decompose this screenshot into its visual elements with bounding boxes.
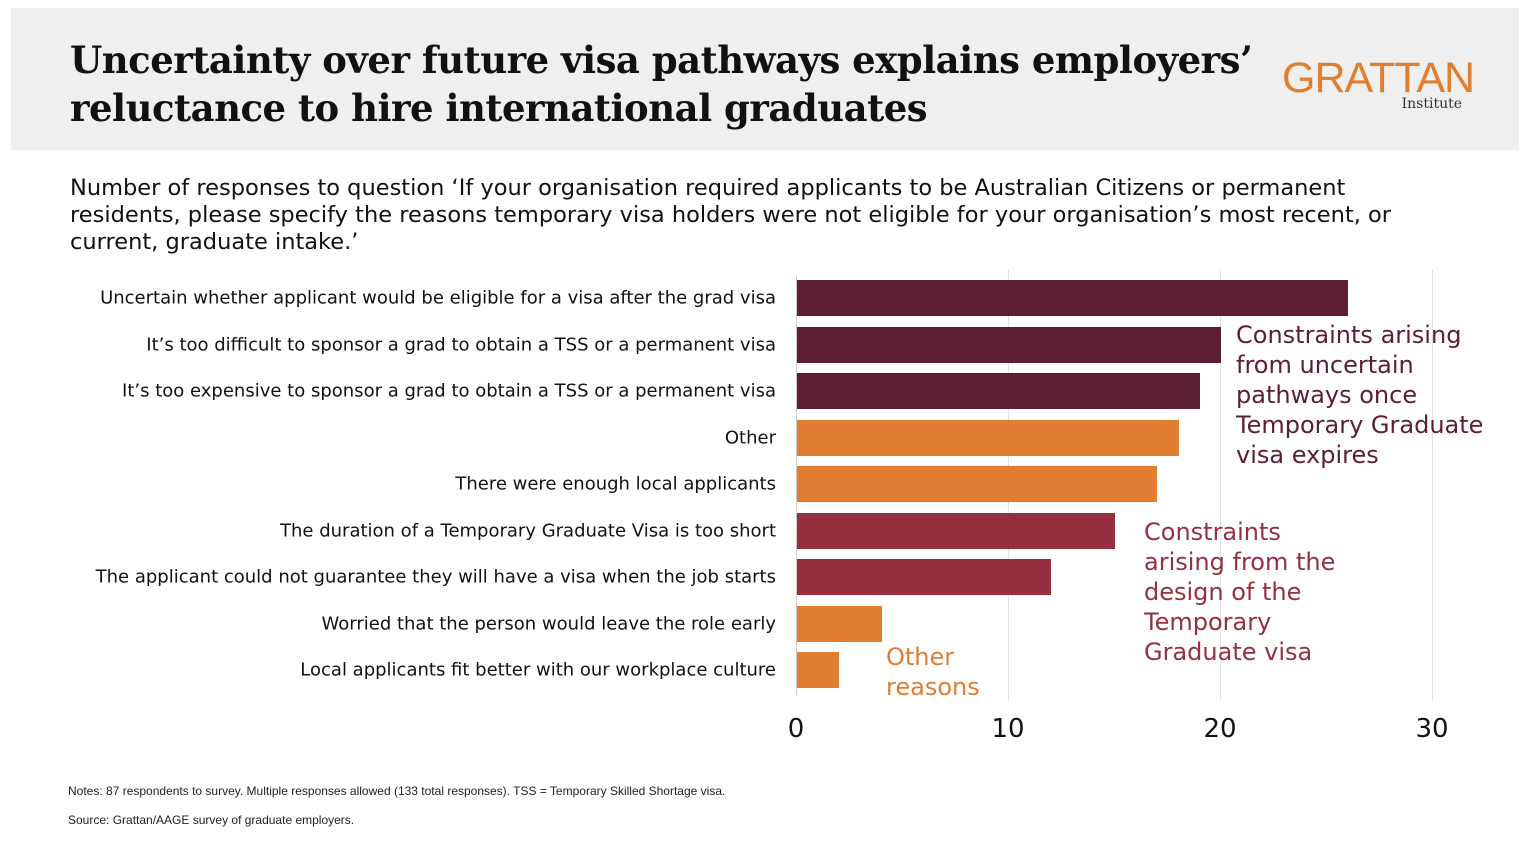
category-label: It’s too expensive to sponsor a grad to … bbox=[122, 380, 776, 402]
gridline bbox=[1432, 270, 1433, 700]
x-tick-label: 20 bbox=[1203, 714, 1237, 744]
annotation-design: Constraints arising from the design of t… bbox=[1144, 518, 1336, 666]
bar bbox=[797, 326, 1221, 363]
category-label: It’s too difficult to sponsor a grad to … bbox=[146, 334, 776, 355]
grattan-logo: GRATTAN Institute bbox=[1282, 54, 1475, 112]
gridline bbox=[1220, 270, 1221, 700]
header-band bbox=[11, 8, 1519, 150]
bar bbox=[797, 280, 1349, 316]
notes: Notes: 87 respondents to survey. Multipl… bbox=[68, 784, 726, 798]
bar bbox=[797, 512, 1115, 549]
logo-sub: Institute bbox=[1401, 96, 1462, 112]
category-label: Worried that the person would leave the … bbox=[321, 613, 777, 634]
bar bbox=[797, 419, 1179, 456]
x-tick-label: 10 bbox=[991, 714, 1025, 744]
x-tick-label: 0 bbox=[787, 714, 805, 744]
annotation-other: Other reasons bbox=[886, 643, 980, 701]
source: Source: Grattan/AAGE survey of graduate … bbox=[68, 813, 355, 827]
title-line-1: Uncertainty over future visa pathways ex… bbox=[70, 38, 1253, 82]
chart-title: Uncertainty over future visa pathways ex… bbox=[70, 36, 1253, 132]
title-line-2: reluctance to hire international graduat… bbox=[70, 86, 928, 130]
category-label: The applicant could not guarantee they w… bbox=[95, 566, 776, 588]
bar bbox=[797, 605, 882, 642]
bar bbox=[797, 652, 840, 688]
bar bbox=[797, 373, 1200, 409]
annotation-uncertain: Constraints arising from uncertain pathw… bbox=[1236, 321, 1484, 469]
bar bbox=[797, 466, 1158, 502]
logo-main: GRATTAN bbox=[1282, 54, 1475, 102]
category-label: The duration of a Temporary Graduate Vis… bbox=[280, 520, 776, 541]
x-tick-label: 30 bbox=[1415, 714, 1449, 744]
chart-subtitle: Number of responses to question ‘If your… bbox=[70, 175, 1392, 255]
category-label: There were enough local applicants bbox=[455, 473, 776, 495]
category-label: Uncertain whether applicant would be eli… bbox=[100, 287, 776, 309]
category-label: Other bbox=[724, 427, 776, 448]
category-label: Local applicants fit better with our wor… bbox=[300, 659, 776, 681]
y-axis-line bbox=[796, 275, 797, 695]
bar bbox=[797, 559, 1052, 595]
